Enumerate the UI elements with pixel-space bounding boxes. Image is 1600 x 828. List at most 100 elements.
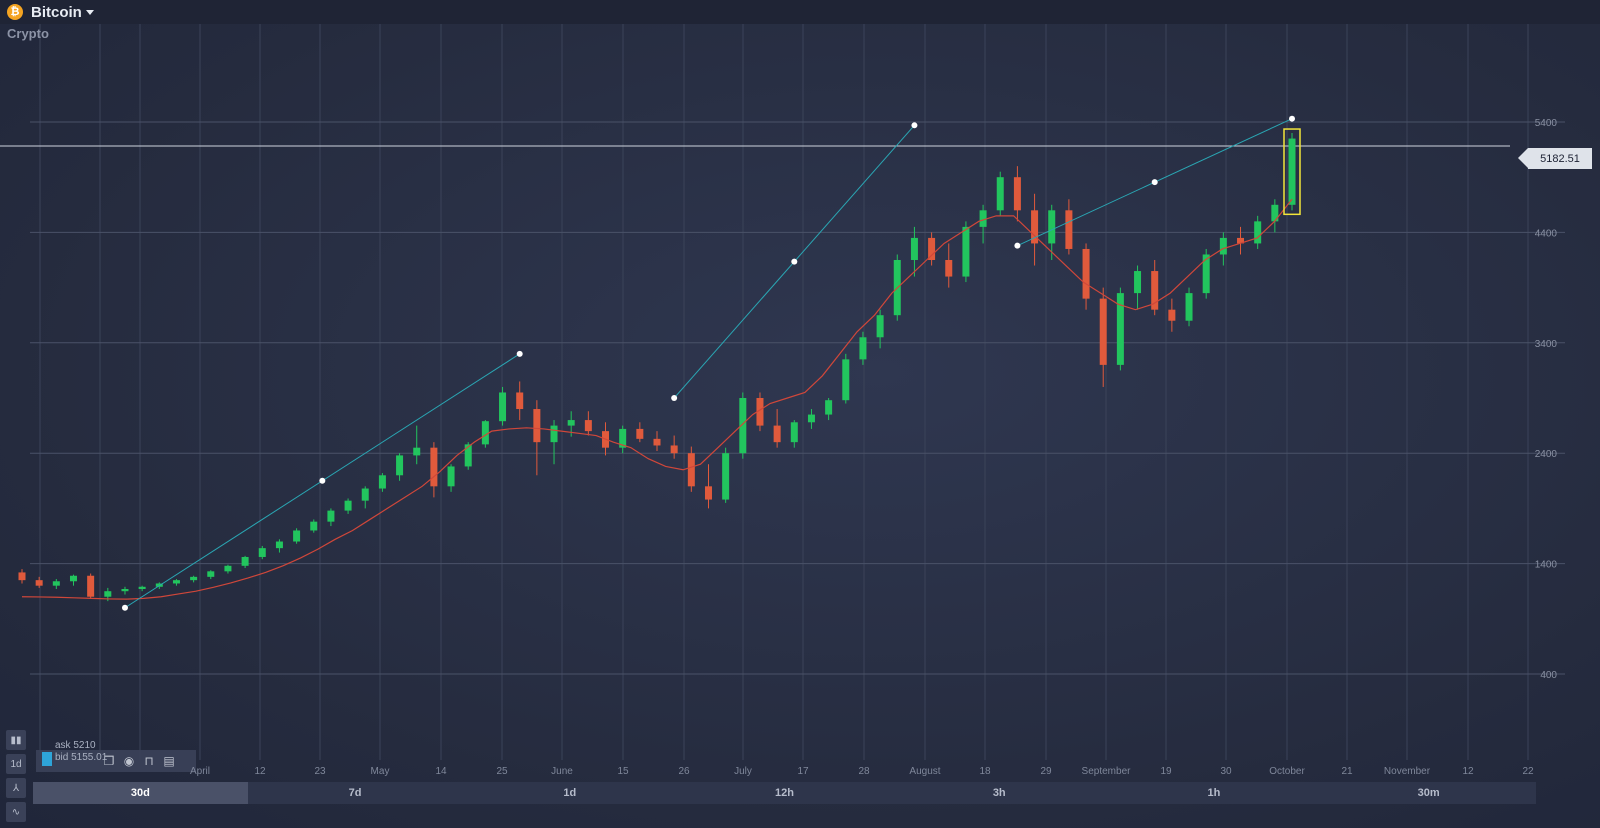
x-tick-label: 25 xyxy=(496,766,508,777)
bitcoin-icon: ₿ xyxy=(7,4,23,20)
candle-body xyxy=(1099,298,1107,365)
trendline-handle xyxy=(791,258,798,265)
candle-body xyxy=(207,571,215,577)
candle-body xyxy=(1134,271,1142,294)
candle-body xyxy=(430,447,438,487)
candles-icon[interactable]: ▮▮ xyxy=(6,730,26,750)
trendline-handle xyxy=(911,122,918,129)
candle-body xyxy=(722,453,730,500)
candle-body xyxy=(1013,177,1021,211)
candle-body xyxy=(825,400,833,415)
unlock-icon[interactable]: ⊓ xyxy=(144,754,154,768)
candle-body xyxy=(87,575,95,597)
candle-body xyxy=(1116,293,1124,365)
drawing-icon[interactable]: ⅄ xyxy=(6,778,26,798)
candle-body xyxy=(859,337,867,360)
x-tick-label: June xyxy=(551,766,573,777)
candle-body xyxy=(996,177,1004,211)
y-tick-label: 2400 xyxy=(1535,449,1558,460)
y-tick-label: 5400 xyxy=(1535,118,1558,129)
candle-body xyxy=(190,576,198,581)
candle-body xyxy=(1288,138,1296,205)
eye-icon[interactable]: ◉ xyxy=(123,754,135,768)
period-selector: 30d 7d 1d 12h 3h 1h 30m xyxy=(33,782,1536,804)
candle-body xyxy=(396,455,404,476)
trendline-handle xyxy=(121,604,128,611)
candle-body xyxy=(584,420,592,432)
line-icon[interactable]: ∿ xyxy=(6,802,26,822)
candle-body xyxy=(258,548,266,557)
y-tick-label: 3400 xyxy=(1535,339,1558,350)
candle-body xyxy=(344,500,352,511)
x-tick-label: 12 xyxy=(254,766,266,777)
candle-body xyxy=(516,392,524,410)
current-price-tag: 5182.51 xyxy=(1518,148,1592,169)
x-tick-label: November xyxy=(1383,766,1431,777)
period-3h[interactable]: 3h xyxy=(992,787,1006,799)
copy-icon[interactable]: ❐ xyxy=(103,754,115,768)
trendline-handle xyxy=(516,350,523,357)
candle-body xyxy=(910,237,918,260)
period-30m[interactable]: 30m xyxy=(1417,787,1440,799)
candle-body xyxy=(739,398,747,454)
ask-price: ask 5210 xyxy=(55,740,96,751)
trendline-handle xyxy=(671,395,678,401)
candle-body xyxy=(636,428,644,439)
candle-body xyxy=(499,392,507,422)
trendline-handle xyxy=(1014,242,1021,249)
chart-tools: ▮▮ 1d ⅄ ∿ xyxy=(6,730,26,826)
period-7d[interactable]: 7d xyxy=(348,787,362,799)
trendline-handle xyxy=(1289,115,1295,122)
candle-body xyxy=(979,210,987,227)
candle-body xyxy=(327,510,335,522)
trash-icon[interactable]: ▤ xyxy=(163,754,175,768)
candle-body xyxy=(1271,204,1279,222)
candle-body xyxy=(361,488,369,501)
candle-body xyxy=(550,425,558,443)
candle-body xyxy=(224,565,232,572)
y-tick-label: 400 xyxy=(1540,670,1557,681)
candle-body xyxy=(945,260,953,277)
candle-body xyxy=(842,359,850,401)
candle-body xyxy=(1048,210,1056,244)
interval-button[interactable]: 1d xyxy=(6,754,26,774)
x-tick-label: September xyxy=(1081,766,1131,777)
candle-body xyxy=(807,414,815,423)
candle-body xyxy=(1237,237,1245,244)
quote-toolbar: ❐ ◉ ⊓ ▤ xyxy=(36,750,196,772)
candle-body xyxy=(1065,210,1073,249)
x-tick-label: April xyxy=(189,766,211,777)
period-1d[interactable]: 1d xyxy=(563,787,577,799)
period-30d[interactable]: 30d xyxy=(33,782,248,804)
x-axis-labels: April 12 23 May 14 25 June 15 26 July 17 28 August 18… xyxy=(0,766,1540,778)
candle-body xyxy=(378,475,386,489)
y-tick-label: 4400 xyxy=(1535,228,1558,239)
candle-body xyxy=(275,541,283,549)
x-tick-label: 22 xyxy=(1522,766,1534,777)
candle-body xyxy=(104,591,112,597)
x-tick-label: 12 xyxy=(1462,766,1474,777)
candle-body xyxy=(1185,293,1193,321)
lock-icon[interactable] xyxy=(42,752,52,766)
x-tick-label: 29 xyxy=(1040,766,1052,777)
x-tick-label: 17 xyxy=(797,766,809,777)
x-tick-label: 19 xyxy=(1160,766,1172,777)
candle-body xyxy=(172,580,180,584)
x-tick-label: May xyxy=(370,766,390,777)
candle-body xyxy=(670,445,678,454)
candle-body xyxy=(481,421,489,445)
asset-selector[interactable]: Bitcoin xyxy=(31,3,82,21)
x-tick-label: 18 xyxy=(979,766,991,777)
y-tick-label: 1400 xyxy=(1535,560,1558,571)
candle-body xyxy=(687,453,695,487)
candle-body xyxy=(928,237,936,260)
candle-body xyxy=(293,530,301,542)
period-12h[interactable]: 12h xyxy=(775,787,794,799)
period-1h[interactable]: 1h xyxy=(1207,787,1221,799)
candle-body xyxy=(18,572,26,581)
candle-body xyxy=(1168,309,1176,321)
top-bar: ₿ Bitcoin xyxy=(0,0,1600,24)
chevron-down-icon[interactable] xyxy=(85,9,94,15)
